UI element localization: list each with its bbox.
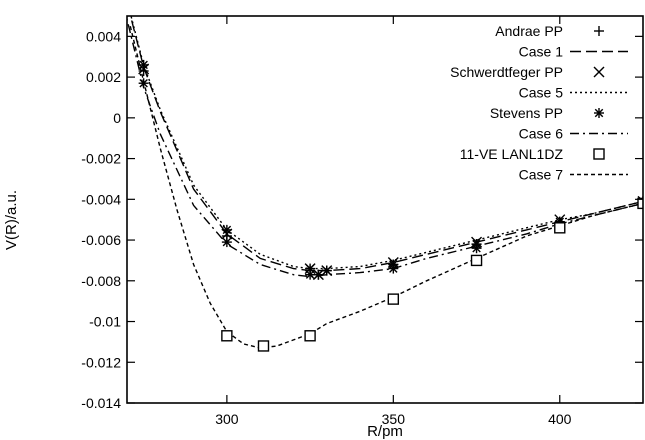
data-point-stevens-pp xyxy=(388,263,399,274)
y-tick-label: -0.004 xyxy=(81,191,121,207)
legend-label-case-6: Case 6 xyxy=(519,126,564,142)
ticks-layer: 0.004 0.002 0 -0.002 -0.004 -0.006 -0.008 -0.01… xyxy=(81,16,643,427)
data-point-stevens-pp xyxy=(471,243,482,254)
legend-marker-11-ve-lanl1dz xyxy=(593,148,605,160)
data-point-11-ve-lanl1dz xyxy=(387,293,400,305)
data-point-stevens-pp xyxy=(138,59,149,70)
data-point-11-ve-lanl1dz xyxy=(637,197,643,210)
data-point-11-ve-lanl1dz xyxy=(470,254,483,267)
series-line-case-7 xyxy=(129,26,643,349)
y-tick-label: -0.012 xyxy=(81,354,121,370)
data-point-11-ve-lanl1dz xyxy=(554,222,566,234)
legend-label-schwerdtfeger-pp: Schwerdtfeger PP xyxy=(450,64,563,80)
data-point-11-ve-lanl1dz xyxy=(257,340,270,352)
y-axis-label: V(R)/a.u. xyxy=(3,190,20,250)
data-point-stevens-pp xyxy=(313,269,324,280)
y-tick-label: -0.01 xyxy=(89,314,121,330)
y-tick-label: -0.006 xyxy=(81,232,121,248)
y-tick-label: 0 xyxy=(113,110,121,126)
legend-label-11-ve-lanl1dz: 11-VE LANL1DZ xyxy=(460,146,564,162)
legend: Andrae PP Case 1 Schwerdtfeger PP Case 5 Ste… xyxy=(450,23,628,183)
x-tick-label: 400 xyxy=(548,411,572,427)
data-point-stevens-pp xyxy=(221,224,232,235)
data-point-stevens-pp xyxy=(138,78,149,89)
y-tick-label: 0.004 xyxy=(86,28,121,44)
series-layer xyxy=(127,16,643,352)
data-point-11-ve-lanl1dz xyxy=(221,330,233,342)
x-axis-label: R/pm xyxy=(367,423,403,440)
legend-label-andrae-pp: Andrae PP xyxy=(495,23,563,39)
x-tick-label: 350 xyxy=(382,411,406,427)
plot-frame xyxy=(126,15,644,404)
axes-layer xyxy=(126,15,644,404)
y-tick-label: -0.008 xyxy=(81,273,121,289)
legend-marker-stevens-pp xyxy=(594,108,604,118)
series-line-case-6 xyxy=(127,16,643,278)
y-tick-label: -0.014 xyxy=(81,395,121,411)
data-point-11-ve-lanl1dz xyxy=(304,330,316,342)
legend-label-stevens-pp: Stevens PP xyxy=(490,105,563,121)
x-tick-label: 300 xyxy=(215,411,239,427)
y-tick-label: -0.002 xyxy=(81,151,121,167)
data-point-stevens-pp xyxy=(221,237,232,248)
legend-label-case-7: Case 7 xyxy=(519,167,564,183)
legend-marker-andrae-pp xyxy=(594,26,604,36)
y-tick-label: 0.002 xyxy=(86,69,121,85)
legend-label-case-5: Case 5 xyxy=(519,85,564,101)
data-point-stevens-pp xyxy=(321,265,332,276)
legend-label-case-1: Case 1 xyxy=(519,44,564,60)
legend-marker-schwerdtfeger-pp xyxy=(593,66,605,78)
